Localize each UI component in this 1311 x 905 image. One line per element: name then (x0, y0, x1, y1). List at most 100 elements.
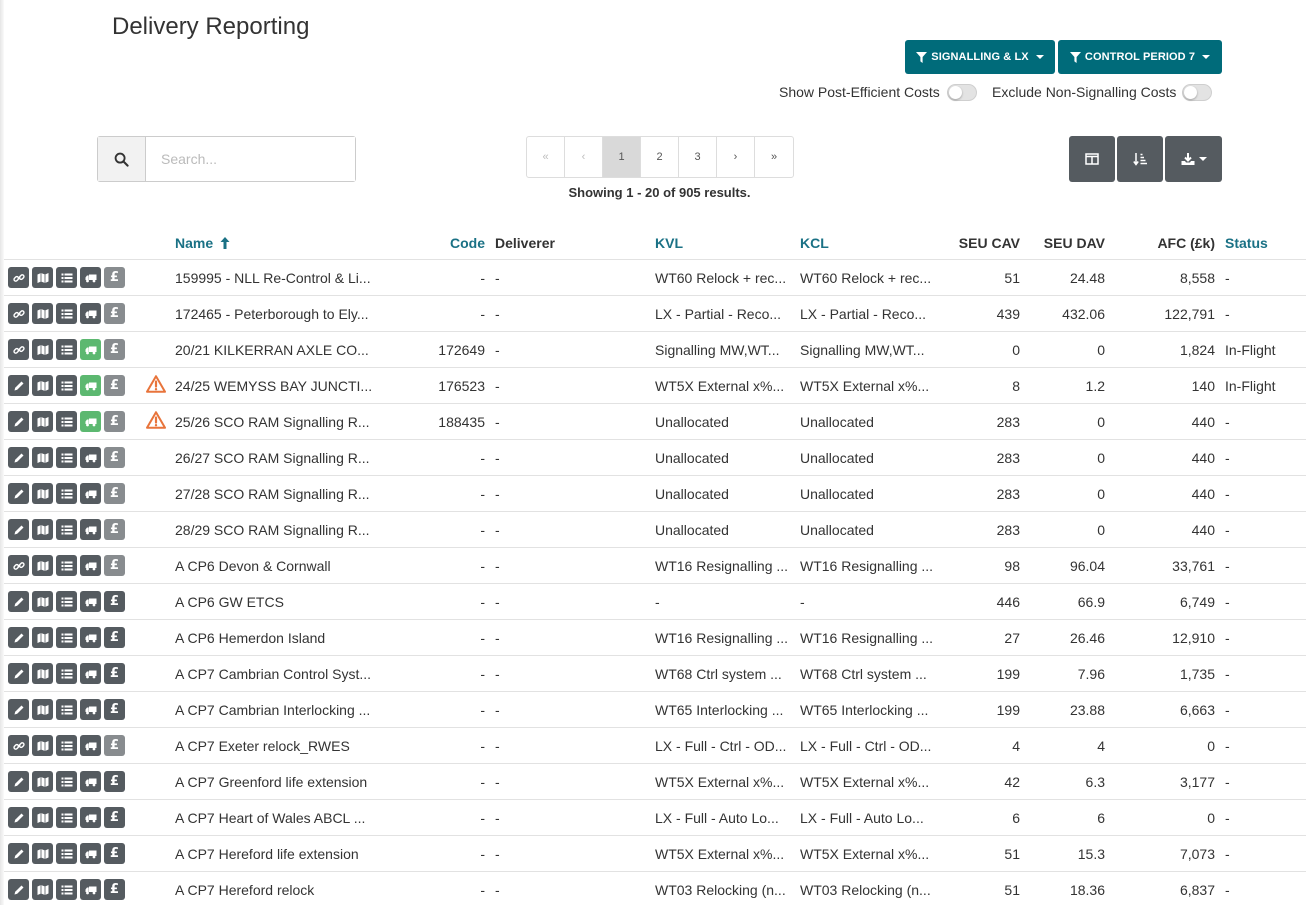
pagination-page-3[interactable]: 3 (679, 137, 717, 177)
delivery-button[interactable] (80, 555, 101, 576)
link-button[interactable] (8, 339, 29, 360)
delivery-button[interactable] (80, 267, 101, 288)
cell-name[interactable]: A CP6 GW ETCS (175, 594, 284, 610)
delivery-button[interactable] (80, 807, 101, 828)
cell-name[interactable]: A CP6 Hemerdon Island (175, 630, 326, 646)
delivery-button[interactable] (80, 735, 101, 756)
list-button[interactable] (56, 519, 77, 540)
cell-name[interactable]: 172465 - Peterborough to Ely... (175, 306, 369, 322)
map-button[interactable] (32, 447, 53, 468)
cell-name[interactable]: 28/29 SCO RAM Signalling R... (175, 522, 370, 538)
edit-button[interactable] (8, 771, 29, 792)
delivery-button[interactable] (80, 483, 101, 504)
column-header-seu-cav[interactable]: SEU CAV (958, 235, 1020, 251)
delivery-button[interactable] (80, 879, 101, 900)
delivery-button[interactable] (80, 663, 101, 684)
map-button[interactable] (32, 735, 53, 756)
edit-button[interactable] (8, 591, 29, 612)
list-button[interactable] (56, 843, 77, 864)
link-button[interactable] (8, 735, 29, 756)
list-button[interactable] (56, 411, 77, 432)
map-button[interactable] (32, 411, 53, 432)
cost-button[interactable]: £ (104, 447, 125, 468)
map-button[interactable] (32, 627, 53, 648)
map-button[interactable] (32, 303, 53, 324)
cost-button[interactable]: £ (104, 303, 125, 324)
delivery-button[interactable] (80, 699, 101, 720)
pagination-first[interactable]: « (527, 137, 565, 177)
edit-button[interactable] (8, 411, 29, 432)
list-button[interactable] (56, 267, 77, 288)
cell-name[interactable]: A CP7 Heart of Wales ABCL ... (175, 810, 366, 826)
column-header-afc[interactable]: AFC (£k) (1157, 235, 1215, 251)
cell-name[interactable]: A CP7 Cambrian Interlocking ... (175, 702, 371, 718)
cell-name[interactable]: A CP7 Cambrian Control Syst... (175, 666, 372, 682)
column-header-kvl[interactable]: KVL (655, 235, 683, 251)
pagination-last[interactable]: » (770, 151, 778, 163)
cost-button[interactable]: £ (104, 339, 125, 360)
cost-button[interactable]: £ (104, 411, 125, 432)
download-button[interactable] (1165, 136, 1222, 182)
edit-button[interactable] (8, 519, 29, 540)
cell-name[interactable]: 24/25 WEMYSS BAY JUNCTI... (175, 378, 373, 394)
map-button[interactable] (32, 339, 53, 360)
list-button[interactable] (56, 699, 77, 720)
cell-name[interactable]: 27/28 SCO RAM Signalling R... (175, 486, 370, 502)
list-button[interactable] (56, 339, 77, 360)
cost-button[interactable]: £ (104, 519, 125, 540)
list-button[interactable] (56, 555, 77, 576)
column-header-name[interactable]: Name (175, 235, 230, 251)
cell-name[interactable]: A CP7 Exeter relock_RWES (175, 738, 350, 754)
edit-button[interactable] (8, 663, 29, 684)
edit-button[interactable] (8, 879, 29, 900)
cost-button[interactable]: £ (104, 735, 125, 756)
list-button[interactable] (56, 879, 77, 900)
filter-control-period-button[interactable]: CONTROL PERIOD 7 (1058, 40, 1222, 74)
delivery-button[interactable] (80, 375, 101, 396)
column-header-status[interactable]: Status (1225, 235, 1268, 251)
column-header-deliverer[interactable]: Deliverer (495, 235, 555, 251)
edit-button[interactable] (8, 447, 29, 468)
pagination-page-1[interactable]: 1 (603, 137, 641, 177)
link-button[interactable] (8, 303, 29, 324)
column-header-seu-dav[interactable]: SEU DAV (1043, 235, 1105, 251)
cost-button[interactable]: £ (104, 375, 125, 396)
map-button[interactable] (32, 519, 53, 540)
cell-name[interactable]: 26/27 SCO RAM Signalling R... (175, 450, 370, 466)
map-button[interactable] (32, 699, 53, 720)
link-button[interactable] (8, 267, 29, 288)
list-button[interactable] (56, 591, 77, 612)
list-button[interactable] (56, 807, 77, 828)
edit-button[interactable] (8, 627, 29, 648)
link-button[interactable] (8, 555, 29, 576)
edit-button[interactable] (8, 375, 29, 396)
cost-button[interactable]: £ (104, 699, 125, 720)
edit-button[interactable] (8, 483, 29, 504)
map-button[interactable] (32, 555, 53, 576)
cost-button[interactable]: £ (104, 483, 125, 504)
list-button[interactable] (56, 663, 77, 684)
cell-name[interactable]: A CP7 Hereford relock (175, 882, 315, 898)
cell-name[interactable]: 25/26 SCO RAM Signalling R... (175, 414, 370, 430)
delivery-button[interactable] (80, 843, 101, 864)
cost-button[interactable]: £ (104, 879, 125, 900)
cost-button[interactable]: £ (104, 843, 125, 864)
map-button[interactable] (32, 771, 53, 792)
map-button[interactable] (32, 375, 53, 396)
sort-button[interactable] (1117, 136, 1163, 182)
cell-name[interactable]: A CP7 Greenford life extension (175, 774, 368, 790)
pagination-prev[interactable]: ‹ (565, 137, 603, 177)
delivery-button[interactable] (80, 519, 101, 540)
cost-button[interactable]: £ (104, 771, 125, 792)
list-button[interactable] (56, 627, 77, 648)
list-button[interactable] (56, 303, 77, 324)
cost-button[interactable]: £ (104, 555, 125, 576)
delivery-button[interactable] (80, 771, 101, 792)
map-button[interactable] (32, 267, 53, 288)
list-button[interactable] (56, 735, 77, 756)
cell-name[interactable]: A CP7 Hereford life extension (175, 846, 359, 862)
cost-button[interactable]: £ (104, 663, 125, 684)
map-button[interactable] (32, 483, 53, 504)
cost-button[interactable]: £ (104, 591, 125, 612)
map-button[interactable] (32, 843, 53, 864)
